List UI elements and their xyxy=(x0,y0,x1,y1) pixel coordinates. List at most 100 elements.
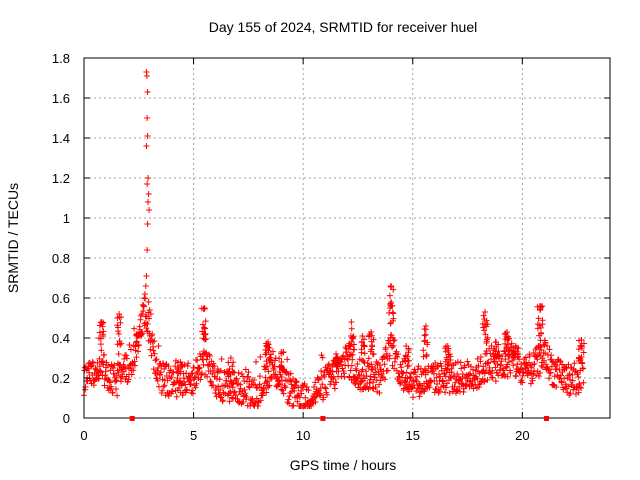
data-point xyxy=(442,358,449,365)
data-point xyxy=(481,370,488,377)
data-point xyxy=(192,373,199,380)
data-point xyxy=(197,376,204,383)
data-point xyxy=(99,331,106,338)
data-point xyxy=(145,191,152,197)
data-point xyxy=(354,360,361,367)
data-point xyxy=(230,369,237,376)
data-point xyxy=(420,347,427,354)
data-point xyxy=(308,403,315,409)
data-point xyxy=(135,348,142,355)
data-point xyxy=(174,366,181,373)
data-point xyxy=(503,364,510,371)
x-tick-label: 20 xyxy=(515,428,529,443)
data-point xyxy=(542,339,549,346)
data-point xyxy=(494,361,501,368)
data-point xyxy=(141,291,148,297)
data-point xyxy=(368,338,375,345)
data-point xyxy=(381,361,388,368)
data-point xyxy=(390,337,397,344)
data-point xyxy=(446,389,453,396)
data-point xyxy=(86,369,93,376)
data-point xyxy=(574,371,581,378)
data-point xyxy=(489,374,496,381)
x-tick-label: 5 xyxy=(190,428,197,443)
data-point xyxy=(362,385,369,392)
data-point xyxy=(426,384,433,391)
data-point xyxy=(508,340,515,347)
data-point xyxy=(431,378,438,385)
chart-title: Day 155 of 2024, SRMTID for receiver hue… xyxy=(209,19,477,35)
y-tick-label: 1.4 xyxy=(52,131,70,146)
data-point xyxy=(412,377,419,384)
data-point xyxy=(312,379,319,386)
data-point xyxy=(566,371,573,378)
data-point xyxy=(170,369,177,376)
data-point xyxy=(410,394,417,401)
data-point xyxy=(271,371,278,378)
data-point xyxy=(189,387,196,394)
data-point xyxy=(509,357,516,364)
data-point xyxy=(437,360,444,367)
data-point xyxy=(282,384,289,391)
data-point xyxy=(280,390,287,397)
data-point xyxy=(567,376,574,383)
data-point xyxy=(433,374,440,381)
data-point xyxy=(376,381,383,388)
data-point xyxy=(264,363,271,370)
data-point xyxy=(469,366,476,373)
data-point xyxy=(241,377,248,384)
data-point xyxy=(233,375,240,382)
data-point xyxy=(105,362,112,369)
data-point xyxy=(218,355,225,362)
data-point xyxy=(477,354,484,361)
data-point xyxy=(580,365,587,372)
data-point xyxy=(276,377,283,384)
data-point xyxy=(338,373,345,380)
data-point xyxy=(114,341,121,348)
data-point xyxy=(144,199,151,205)
data-point xyxy=(546,375,553,382)
data-point xyxy=(312,399,319,406)
x-tick-label: 15 xyxy=(406,428,420,443)
x-tick-labels: 0 5 10 15 20 xyxy=(80,428,529,443)
data-point xyxy=(506,353,513,360)
data-point xyxy=(95,375,102,382)
data-point xyxy=(502,356,509,363)
data-point xyxy=(146,207,153,213)
data-point xyxy=(226,398,233,405)
data-point xyxy=(96,335,103,342)
data-point xyxy=(319,354,326,361)
data-point xyxy=(142,283,149,289)
grid-lines xyxy=(84,58,610,418)
data-point xyxy=(110,364,117,371)
data-point xyxy=(157,371,164,378)
data-point xyxy=(512,350,519,357)
data-point xyxy=(107,379,114,386)
data-point xyxy=(474,355,481,362)
data-point xyxy=(504,336,511,343)
data-point xyxy=(101,382,108,389)
data-point xyxy=(370,351,377,358)
x-tick-label: 0 xyxy=(80,428,87,443)
data-point xyxy=(144,175,151,181)
data-point xyxy=(443,380,450,387)
data-point xyxy=(349,335,356,342)
data-point xyxy=(536,303,543,309)
data-point xyxy=(117,319,124,326)
data-point xyxy=(422,323,429,329)
data-point xyxy=(96,355,103,362)
data-point xyxy=(245,369,252,376)
data-point xyxy=(351,341,358,348)
data-point xyxy=(278,386,285,393)
data-point xyxy=(126,341,133,348)
axis-markers xyxy=(129,416,549,421)
data-point xyxy=(140,303,147,310)
data-point xyxy=(405,357,412,364)
data-point xyxy=(101,351,108,358)
data-point xyxy=(420,353,427,360)
data-point xyxy=(437,373,444,380)
data-point xyxy=(175,364,182,371)
data-point xyxy=(528,364,535,371)
data-point xyxy=(115,324,122,331)
